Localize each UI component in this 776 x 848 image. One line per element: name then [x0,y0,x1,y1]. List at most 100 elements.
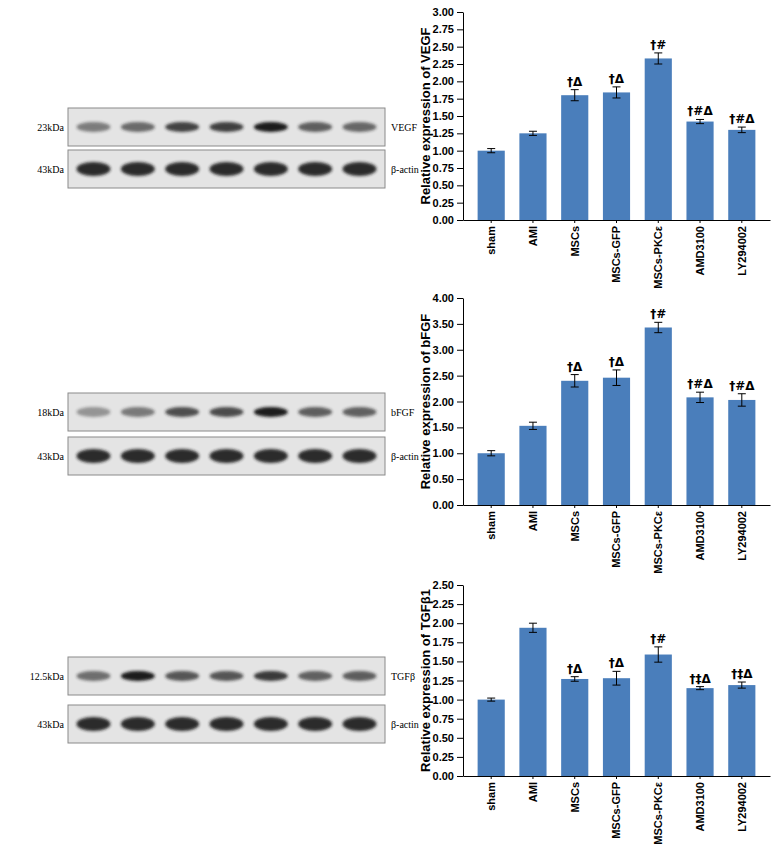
error-bar [613,87,621,98]
bar [645,58,672,220]
tick: 0.25 [433,197,463,209]
target-band [254,407,288,417]
error-cap [738,393,746,394]
tick-mark [457,81,463,82]
target-band [210,407,244,417]
control-band [254,162,288,176]
tick-label: 0.50 [433,179,454,191]
tick-label: 2.00 [433,617,454,629]
tick: MSCs [569,220,581,257]
tick: 2.25 [433,598,463,610]
control-band [298,717,332,731]
axis-title: Relative expression of VEGF [418,27,433,204]
error-bar [487,698,495,701]
bar [519,628,546,776]
error-bar [738,127,746,133]
bar [561,95,588,220]
error-stem [700,119,701,123]
control-band [210,449,244,463]
bar [645,327,672,505]
error-cap [571,100,579,101]
error-stem [616,370,617,386]
tick: sham [485,776,497,811]
error-cap [738,682,746,683]
target-band [121,122,155,132]
error-bar [571,375,579,387]
tick: 0.75 [433,713,463,725]
error-bar [571,90,579,101]
chart: 0.000.501.001.502.002.503.003.504.00sham… [418,292,771,574]
tick-label: sham [485,226,497,255]
target-band [298,407,332,417]
tick-label: 2.50 [433,370,454,382]
tick: AMI [527,776,539,802]
protein-label: TGFβ [391,671,415,682]
bar [561,679,588,776]
target-band [165,122,199,132]
tick-label: 0.25 [433,197,454,209]
tick-label: 2.50 [433,579,454,591]
bar [728,130,755,220]
tick-label: AMI [527,782,539,802]
control-band [298,162,332,176]
tick-mark [574,220,575,223]
tick-mark [457,453,463,454]
blot-strip [68,108,385,146]
tick-mark [457,12,463,13]
tick-mark [457,642,463,643]
blot-strip [68,657,385,695]
error-bar [696,687,704,690]
significance-label: †#Δ [687,377,713,391]
tick: 1.50 [433,110,463,122]
tick-mark [457,151,463,152]
tick: 2.50 [433,370,463,382]
tick-label: MSCs [569,226,581,257]
tick-mark [491,220,492,223]
tick: 2.00 [433,75,463,87]
annotations: †Δ†Δ†#†#Δ†#Δ [567,38,755,126]
error-cap [487,698,495,699]
chart: 0.000.250.500.751.001.251.501.752.002.25… [418,6,771,289]
error-cap [738,688,746,689]
error-cap [696,689,704,690]
tick-label: 2.25 [433,598,454,610]
tick: 2.75 [433,23,463,35]
axis-line [463,13,464,221]
tick-mark [700,505,701,508]
tick-label: 1.75 [433,93,454,105]
error-bar [613,370,621,386]
protein-label: β-actin [391,451,419,462]
significance-label: †‡Δ [731,667,753,681]
control-band [210,717,244,731]
error-cap [487,450,495,451]
control-band [254,449,288,463]
bar [728,685,755,776]
error-stem [616,671,617,685]
error-bar [613,671,621,685]
control-band [210,162,244,176]
tick-label: AMD3100 [694,782,706,832]
error-stem [574,90,575,101]
tick-mark [532,220,533,223]
tick: 0.00 [433,770,463,782]
error-cap [696,392,704,393]
error-cap [613,685,621,686]
tick: 1.75 [433,93,463,105]
target-band [77,671,111,681]
blot-strip [68,705,385,743]
bar [478,700,505,776]
error-cap [529,135,537,136]
error-cap [487,152,495,153]
target-band [165,407,199,417]
error-cap [529,422,537,423]
significance-label: †Δ [609,355,625,369]
target-band [121,407,155,417]
error-stem [532,623,533,632]
tick: 3.00 [433,344,463,356]
tick-mark [457,757,463,758]
error-stem [574,677,575,682]
tick: 1.00 [433,694,463,706]
tick-mark [457,479,463,480]
tick-mark [574,505,575,508]
significance-label: †# [650,38,666,52]
